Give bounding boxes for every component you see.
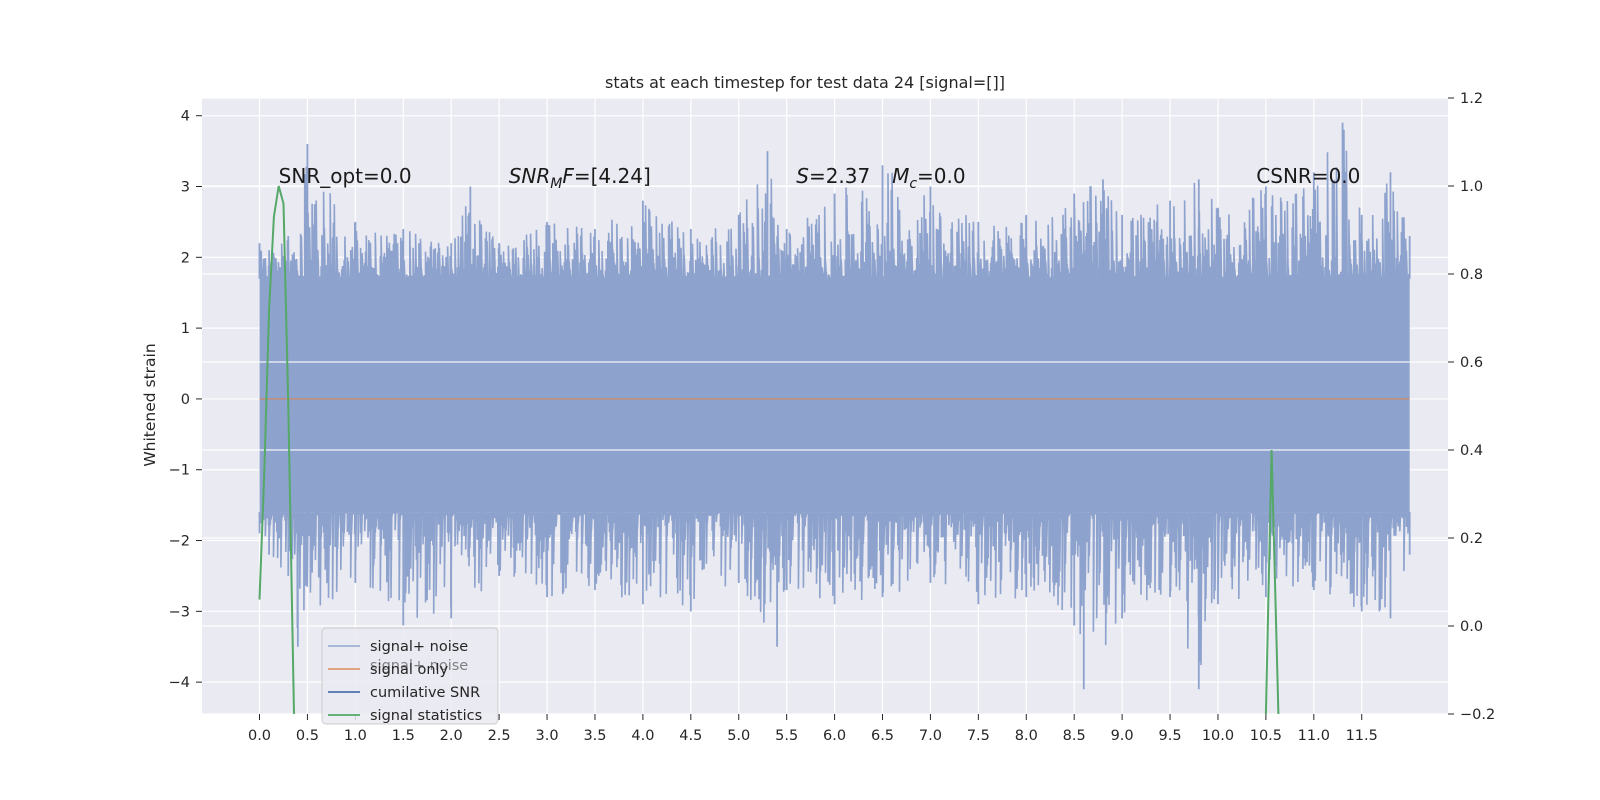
x-tick-label: 5.5 [775, 728, 798, 744]
y-tick-label: 0 [181, 392, 190, 408]
x-tick-label: 1.0 [344, 728, 367, 744]
x-tick-label: 10.5 [1250, 728, 1282, 744]
noise-band-core [259, 278, 1410, 513]
annotation-sub: c [909, 176, 917, 192]
x-tick-label: 2.0 [440, 728, 463, 744]
x-tick-label: 0.5 [296, 728, 319, 744]
y-tick-label: −1 [169, 463, 190, 479]
signal-statistics-line [1264, 449, 1280, 715]
annotation-main: SNR [509, 164, 551, 188]
y-tick-label: −3 [169, 604, 190, 620]
y-tick-label: 4 [181, 109, 190, 125]
legend-box [321, 627, 499, 725]
annotation-tail: F [562, 164, 574, 188]
x-tick-label: 0.0 [248, 728, 271, 744]
snr-opt-annotation: SNR_opt=0.0 [279, 164, 412, 188]
x-tick-label: 9.5 [1159, 728, 1182, 744]
x-tick-label: 7.0 [919, 728, 942, 744]
legend-label: signal statistics [370, 708, 482, 724]
y2-tick-label: 1.2 [1460, 91, 1483, 107]
chart-title: stats at each timestep for test data 24 … [605, 73, 1005, 92]
annotation-sub: M [550, 176, 562, 192]
mc-annotation: Mc=0.0 [892, 164, 966, 192]
x-tick-label: 7.5 [967, 728, 990, 744]
legend-label: signal only [370, 662, 449, 678]
annotation-suffix: =2.37 [809, 164, 870, 188]
y2-tick-label: 0.0 [1460, 619, 1483, 635]
x-tick-label: 8.5 [1063, 728, 1086, 744]
x-tick-label: 3.5 [583, 728, 606, 744]
y-axis-label: Whitened strain [141, 343, 159, 466]
y2-tick-label: 0.8 [1460, 267, 1483, 283]
y-tick-label: 1 [181, 321, 190, 337]
x-tick-label: 8.0 [1015, 728, 1038, 744]
y2-tick-label: 0.6 [1460, 355, 1483, 371]
y2-tick-label: 0.2 [1460, 531, 1483, 547]
x-tick-label: 2.5 [488, 728, 511, 744]
y-tick-label: 3 [181, 180, 190, 196]
x-tick-label: 4.0 [631, 728, 654, 744]
y2-tick-label: 0.4 [1460, 443, 1483, 459]
x-tick-label: 11.0 [1298, 728, 1330, 744]
x-tick-label: 6.5 [871, 728, 894, 744]
y2-tick-label: −0.2 [1460, 707, 1495, 723]
x-tick-label: 4.5 [679, 728, 702, 744]
x-tick-label: 1.5 [392, 728, 415, 744]
x-tick-label: 6.0 [823, 728, 846, 744]
signal-statistics-line [258, 185, 295, 715]
s-annotation: S=2.37 [796, 164, 870, 188]
y-tick-label: 2 [181, 250, 190, 266]
x-tick-label: 5.0 [727, 728, 750, 744]
y-tick-label: −4 [169, 675, 190, 691]
x-tick-label: 9.0 [1111, 728, 1134, 744]
x-tick-label: 3.0 [536, 728, 559, 744]
csnr-annotation: CSNR=0.0 [1256, 164, 1360, 188]
legend-label: signal+ noise [370, 639, 468, 655]
y-tick-label: −2 [169, 534, 190, 550]
annotation-text: SNR_opt=0.0 [279, 164, 412, 188]
annotation-main: S [796, 164, 809, 188]
legend-ghost-text: signal+ noise [370, 658, 468, 674]
annotation-main: M [892, 164, 909, 188]
annotation-suffix: =0.0 [917, 164, 966, 188]
y2-tick-label: 1.0 [1460, 179, 1483, 195]
x-tick-label: 10.0 [1202, 728, 1234, 744]
snr-mf-annotation: SNRMF=[4.24] [509, 164, 651, 192]
x-tick-label: 11.5 [1346, 728, 1378, 744]
legend-label: cumilative SNR [370, 685, 480, 701]
annotation-text: CSNR=0.0 [1256, 164, 1360, 188]
annotation-suffix: =[4.24] [574, 164, 651, 188]
